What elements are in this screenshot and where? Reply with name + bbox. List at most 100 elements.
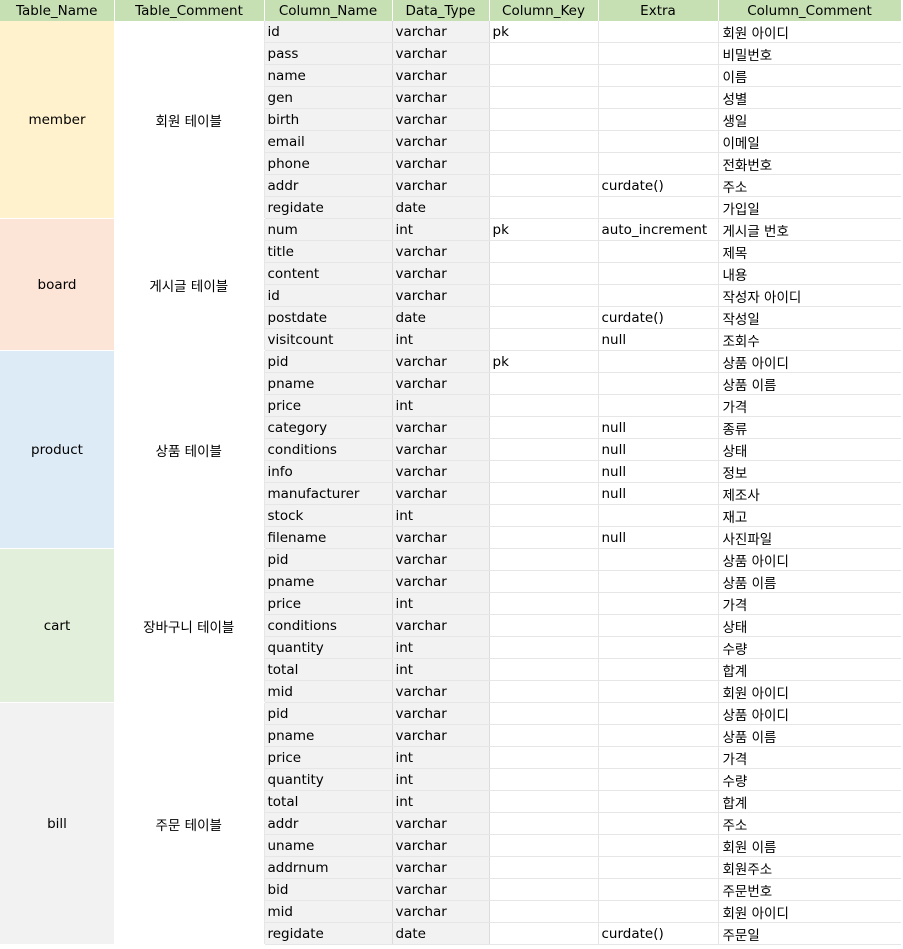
column-comment-cell: 조회수 <box>718 328 901 351</box>
column-key-cell <box>489 240 599 263</box>
extra-cell <box>598 746 719 769</box>
table-row: addr varchar 주소 <box>0 812 901 835</box>
data-type-cell: int <box>392 636 490 659</box>
extra-cell: null <box>598 328 719 351</box>
column-key-cell <box>489 460 599 483</box>
table-row: postdate date curdate() 작성일 <box>0 306 901 329</box>
column-name-cell: addr <box>264 812 393 835</box>
data-type-cell: varchar <box>392 350 490 373</box>
column-comment-cell: 회원 아이디 <box>718 680 901 703</box>
column-key-cell <box>489 790 599 813</box>
column-name-cell: price <box>264 394 393 417</box>
column-key-cell <box>489 856 599 879</box>
column-key-cell <box>489 680 599 703</box>
data-type-cell: varchar <box>392 680 490 703</box>
data-type-cell: date <box>392 306 490 329</box>
column-name-cell: email <box>264 130 393 153</box>
data-type-cell: varchar <box>392 812 490 835</box>
extra-cell <box>598 394 719 417</box>
extra-cell <box>598 900 719 923</box>
column-comment-cell: 게시글 번호 <box>718 218 901 241</box>
column-key-cell <box>489 108 599 131</box>
column-key-cell <box>489 196 599 219</box>
column-key-cell <box>489 306 599 329</box>
data-type-cell: varchar <box>392 878 490 901</box>
table-row: mid varchar 회원 아이디 <box>0 900 901 923</box>
column-key-cell <box>489 922 599 945</box>
table-row: quantity int 수량 <box>0 768 901 791</box>
column-comment-cell: 전화번호 <box>718 152 901 175</box>
table-row: stock int 재고 <box>0 504 901 527</box>
extra-cell <box>598 812 719 835</box>
column-name-cell: id <box>264 21 393 43</box>
column-comment-cell: 재고 <box>718 504 901 527</box>
column-name-cell: pass <box>264 42 393 65</box>
column-key-cell <box>489 658 599 681</box>
data-type-cell: varchar <box>392 856 490 879</box>
extra-cell: null <box>598 438 719 461</box>
header-row: Table_Name Table_Comment Column_Name Dat… <box>0 0 902 21</box>
column-key-cell <box>489 262 599 285</box>
column-comment-cell: 회원 이름 <box>718 834 901 857</box>
column-key-cell <box>489 570 599 593</box>
column-comment-cell: 내용 <box>718 262 901 285</box>
column-comment-cell: 가격 <box>718 746 901 769</box>
column-comment-cell: 회원주소 <box>718 856 901 879</box>
header-table-name: Table_Name <box>0 0 115 21</box>
data-type-cell: varchar <box>392 64 490 87</box>
table-row: price int 가격 <box>0 746 901 769</box>
table-row: pname varchar 상품 이름 <box>0 372 901 395</box>
column-key-cell <box>489 768 599 791</box>
column-key-cell <box>489 394 599 417</box>
column-comment-cell: 상품 아이디 <box>718 350 901 373</box>
table-row: name varchar 이름 <box>0 64 901 87</box>
column-key-cell <box>489 42 599 65</box>
column-key-cell <box>489 614 599 637</box>
header-column-name: Column_Name <box>264 0 393 21</box>
column-key-cell <box>489 174 599 197</box>
column-comment-cell: 이메일 <box>718 130 901 153</box>
column-name-cell: category <box>264 416 393 439</box>
table-row: category varchar null 종류 <box>0 416 901 439</box>
data-type-cell: varchar <box>392 482 490 505</box>
data-type-cell: varchar <box>392 262 490 285</box>
extra-cell <box>598 21 719 43</box>
column-name-cell: pid <box>264 548 393 571</box>
data-type-cell: int <box>392 218 490 241</box>
extra-cell <box>598 86 719 109</box>
extra-cell: null <box>598 460 719 483</box>
table-comment-cell: 게시글 테이블 <box>114 218 265 351</box>
table-row: cart 장바구니 테이블 pid varchar 상품 아이디 <box>0 548 901 703</box>
table-row: info varchar null 정보 <box>0 460 901 483</box>
table-row: uname varchar 회원 이름 <box>0 834 901 857</box>
column-comment-cell: 사진파일 <box>718 526 901 549</box>
data-type-cell: varchar <box>392 372 490 395</box>
extra-cell <box>598 790 719 813</box>
column-key-cell <box>489 152 599 175</box>
column-key-cell <box>489 702 599 725</box>
data-type-cell: varchar <box>392 702 490 725</box>
column-comment-cell: 제조사 <box>718 482 901 505</box>
extra-cell: curdate() <box>598 306 719 329</box>
data-type-cell: int <box>392 592 490 615</box>
column-key-cell <box>489 636 599 659</box>
column-key-cell <box>489 504 599 527</box>
table-row: total int 합계 <box>0 658 901 681</box>
column-key-cell: pk <box>489 21 599 43</box>
column-comment-cell: 작성일 <box>718 306 901 329</box>
table-row: id varchar 작성자 아이디 <box>0 284 901 307</box>
column-name-cell: total <box>264 658 393 681</box>
column-name-cell: stock <box>264 504 393 527</box>
column-key-cell <box>489 328 599 351</box>
extra-cell <box>598 636 719 659</box>
column-name-cell: bid <box>264 878 393 901</box>
column-comment-cell: 성별 <box>718 86 901 109</box>
column-comment-cell: 합계 <box>718 658 901 681</box>
data-type-cell: date <box>392 196 490 219</box>
column-comment-cell: 가입일 <box>718 196 901 219</box>
column-name-cell: price <box>264 592 393 615</box>
header-table-comment: Table_Comment <box>114 0 265 21</box>
table-row: content varchar 내용 <box>0 262 901 285</box>
table-name-cell: board <box>0 218 114 351</box>
extra-cell <box>598 702 719 725</box>
